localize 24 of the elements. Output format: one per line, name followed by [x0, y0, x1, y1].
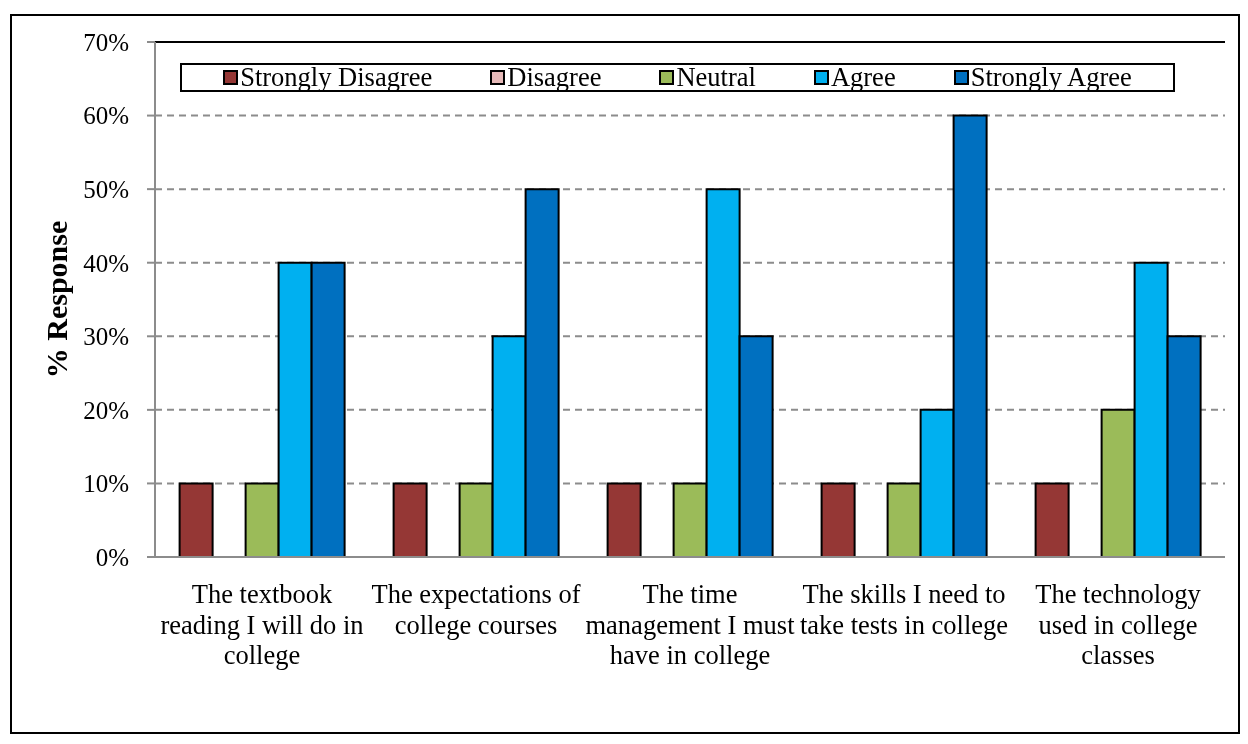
x-tick-label: The time management I must have in college: [585, 579, 796, 670]
bar: [178, 482, 214, 557]
x-tick-label: The textbook reading I will do in college: [160, 579, 364, 670]
bar: [820, 482, 856, 557]
x-tick-label: The skills I need to take tests in college: [799, 579, 1009, 640]
bar: [606, 482, 642, 557]
y-tick-label: 30%: [83, 323, 129, 351]
x-tick-label: The technology used in college classes: [1035, 579, 1202, 670]
y-tick-label: 60%: [83, 102, 129, 130]
y-tick-label: 40%: [83, 249, 129, 277]
legend-label: Strongly Disagree: [240, 62, 433, 92]
legend-label: Disagree: [507, 62, 602, 92]
y-tick-label: 0%: [95, 543, 129, 571]
y-tick-label: 70%: [83, 28, 129, 56]
y-tick-label: 50%: [83, 176, 129, 204]
legend-label: Strongly Agree: [970, 62, 1132, 92]
x-tick-label: The expectations of college courses: [371, 579, 581, 640]
legend-label: Neutral: [676, 62, 756, 92]
y-tick-label: 20%: [83, 396, 129, 424]
bar: [392, 482, 428, 557]
y-tick-label: 10%: [83, 470, 129, 498]
bar: [1034, 482, 1070, 557]
legend-label: Agree: [830, 62, 896, 92]
y-axis-title: % Response: [39, 220, 73, 379]
